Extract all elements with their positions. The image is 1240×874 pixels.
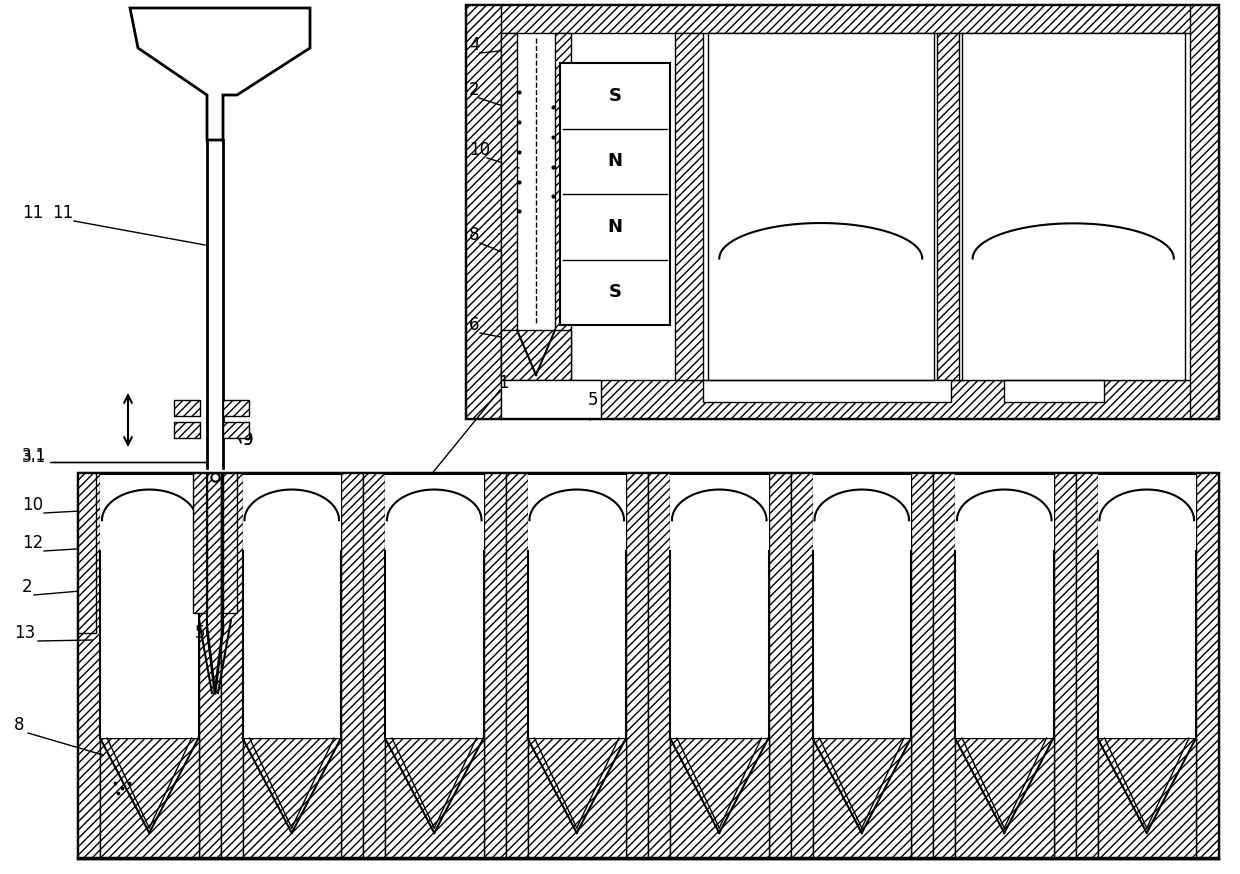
Bar [670,475,769,738]
Bar [466,380,1218,418]
Text: 9: 9 [243,431,253,449]
Bar [174,400,200,416]
Bar [791,473,812,858]
Bar [78,473,95,633]
Bar [223,473,237,613]
Bar [708,33,934,380]
Text: S: S [609,87,621,105]
Bar [198,473,221,858]
Bar [78,473,100,858]
Bar [936,33,959,380]
Bar [955,738,1054,858]
Bar [769,473,791,858]
Bar [560,63,670,325]
Bar [911,473,932,858]
Bar [1075,473,1097,858]
Bar [484,473,506,858]
Text: 8: 8 [469,226,480,244]
Text: 3.1: 3.1 [22,450,46,465]
Bar [221,473,243,858]
Bar [501,330,570,380]
Bar [955,475,1054,738]
Bar [675,33,703,380]
Bar [466,5,1218,418]
Text: 13: 13 [14,624,35,642]
Bar [506,473,527,858]
Bar [703,380,951,402]
Text: 10: 10 [22,496,43,514]
Text: N: N [608,218,622,236]
Bar [649,473,670,858]
Text: 6: 6 [469,316,480,334]
Bar [193,473,207,613]
Polygon shape [130,8,310,140]
Bar [1097,475,1197,738]
Bar [243,475,341,738]
Bar [223,400,249,416]
Bar [932,473,955,858]
Bar [961,33,1185,380]
Bar [384,738,484,858]
Text: 8: 8 [14,716,25,734]
Text: 12: 12 [22,534,43,552]
Text: 11: 11 [52,204,73,222]
Bar [1003,380,1104,402]
Text: 3.1: 3.1 [22,448,46,463]
Bar [100,738,198,858]
Bar [466,5,1218,33]
Bar [384,475,484,738]
Text: 2: 2 [469,81,480,99]
Bar [363,473,384,858]
Bar [1190,5,1218,418]
Bar [501,380,601,418]
Bar [223,422,249,438]
Text: 4: 4 [469,36,480,54]
Text: 5: 5 [588,391,599,409]
Bar [527,475,626,738]
Text: N: N [608,152,622,170]
Text: 2: 2 [22,578,32,596]
Bar [466,5,501,418]
Bar [501,33,517,380]
Bar [1197,473,1218,858]
Bar [812,475,911,738]
Text: 5: 5 [195,624,206,642]
Bar [670,738,769,858]
Bar [100,475,198,738]
Bar [812,738,911,858]
Bar [78,473,1218,858]
Text: S: S [609,283,621,302]
Text: 10: 10 [469,141,490,159]
Bar [243,738,341,858]
Bar [174,422,200,438]
Bar [1054,473,1075,858]
Bar [556,33,570,380]
Text: 11: 11 [22,204,43,222]
Text: 1: 1 [498,374,508,392]
Bar [1097,738,1197,858]
Text: 9: 9 [243,431,253,449]
Bar [626,473,649,858]
Bar [527,738,626,858]
Bar [341,473,363,858]
